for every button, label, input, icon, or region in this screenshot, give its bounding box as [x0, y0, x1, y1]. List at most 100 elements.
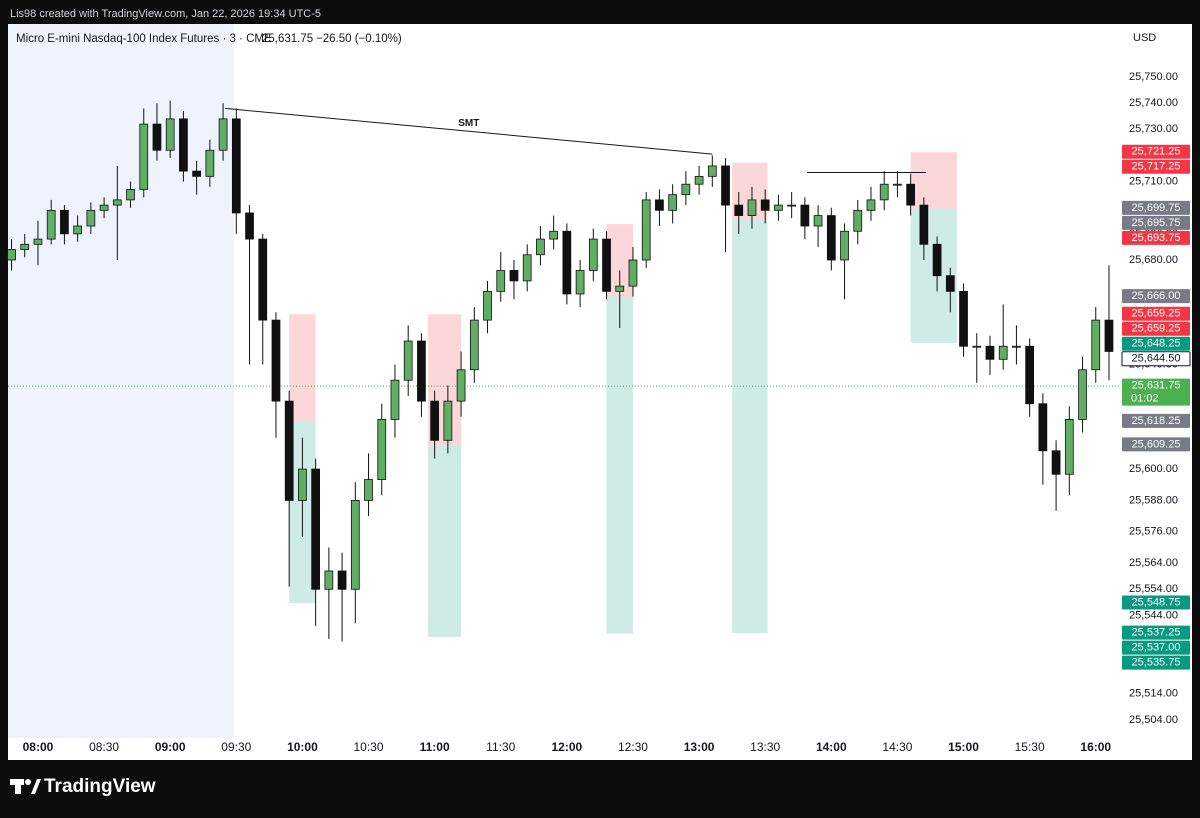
- candle-body: [205, 149, 215, 177]
- y-tick-label: 25,600.00: [1129, 463, 1178, 475]
- extended-session: [8, 24, 234, 738]
- x-tick-label: 14:00: [816, 740, 847, 754]
- candle-body: [826, 215, 836, 261]
- price-tag: [1122, 159, 1190, 174]
- candle-body: [86, 209, 96, 227]
- price-tag-label: 25,717.25: [1132, 161, 1181, 173]
- price-tag-label: 25,537.00: [1132, 641, 1181, 653]
- price-tag-label: 25,693.75: [1132, 232, 1181, 244]
- candle-body: [575, 270, 585, 295]
- x-tick-label: 12:00: [552, 740, 583, 754]
- candle-body: [1064, 419, 1074, 475]
- candle-body: [998, 345, 1008, 360]
- candle-body: [668, 194, 678, 211]
- price-tag: [1122, 321, 1190, 336]
- x-tick-label: 08:30: [89, 740, 119, 754]
- candle-body: [284, 400, 294, 501]
- candle-body: [430, 400, 440, 441]
- position-target-zone: [606, 296, 633, 634]
- price-tag-label: 25,537.25: [1132, 626, 1181, 638]
- candle-body: [417, 340, 426, 402]
- candle-body: [549, 230, 559, 240]
- candle-body: [932, 243, 942, 277]
- price-tag: [1122, 144, 1190, 159]
- x-tick-label: 10:30: [354, 740, 384, 754]
- candle-body: [694, 175, 704, 185]
- price-tag: [1121, 351, 1191, 367]
- x-tick-label: 09:30: [221, 740, 251, 754]
- price-tag: [1122, 625, 1190, 640]
- candle-body: [1078, 369, 1087, 420]
- trendline: [225, 107, 713, 155]
- x-tick-label: 15:30: [1015, 740, 1045, 754]
- price-tag-label: 25,618.25: [1132, 415, 1181, 427]
- price-tag: [1122, 336, 1190, 351]
- candle-body: [509, 270, 519, 282]
- candle-body: [1012, 345, 1021, 348]
- candle-body: [496, 270, 506, 292]
- candle-body: [628, 259, 638, 287]
- candle-body: [231, 118, 241, 214]
- price-tag-label: 25,721.25: [1132, 146, 1181, 158]
- price-tag-label: 25,609.25: [1132, 438, 1181, 450]
- candle-body: [179, 118, 188, 172]
- candle-body: [866, 199, 876, 211]
- position-target-zone: [428, 444, 462, 637]
- x-tick-label: 11:00: [420, 740, 450, 754]
- candle-body: [364, 479, 373, 501]
- price-tag-label: 25,699.75: [1132, 202, 1181, 214]
- countdown: 01:02: [1131, 393, 1159, 405]
- price-tag: [1122, 230, 1190, 245]
- candle-body: [536, 238, 545, 256]
- price-tag: [1122, 655, 1190, 670]
- y-tick-label: 25,504.00: [1129, 714, 1178, 726]
- price-tag: [1122, 437, 1190, 452]
- candle-body: [707, 165, 717, 177]
- brand: TradingView: [44, 776, 156, 797]
- x-tick-label: 16:00: [1080, 740, 1111, 754]
- y-tick-label: 25,554.00: [1129, 583, 1178, 595]
- x-tick-label: 10:00: [287, 740, 318, 754]
- candle-body: [985, 345, 995, 360]
- candle-body: [602, 238, 611, 292]
- candle-body: [945, 275, 955, 292]
- price-tag-label: 25,695.75: [1132, 217, 1181, 229]
- candle-body: [245, 212, 254, 240]
- x-tick-label: 09:00: [155, 740, 186, 754]
- candle-body: [959, 290, 968, 347]
- trendline-label: SMT: [458, 118, 479, 129]
- credit: Lis98 created with TradingView.com, Jan …: [10, 8, 321, 20]
- candle-body: [1038, 403, 1048, 452]
- symbol-title: Micro E-mini Nasdaq-100 Index Futures · …: [16, 33, 272, 45]
- candle-body: [73, 225, 83, 235]
- candle-body: [562, 230, 572, 295]
- candle-body: [1091, 319, 1101, 371]
- header-change: −26.50 (−0.10%): [316, 33, 402, 45]
- candle-body: [1051, 450, 1061, 475]
- candle-body: [1104, 319, 1114, 352]
- candle-body: [734, 204, 744, 216]
- candle-body: [483, 290, 492, 321]
- candle-body: [165, 118, 175, 151]
- position-target-zone: [732, 218, 768, 634]
- candle-body: [99, 204, 109, 211]
- candle-body: [681, 183, 691, 196]
- candle-body: [258, 238, 268, 321]
- price-tag-label: 25,548.75: [1132, 596, 1181, 608]
- candle-body: [906, 183, 916, 206]
- candle-body: [126, 189, 135, 201]
- candle-body: [919, 204, 929, 245]
- price-tag: [1122, 378, 1190, 406]
- x-tick-label: 15:00: [948, 740, 979, 754]
- price-tag: [1122, 306, 1190, 321]
- candle-body: [271, 319, 281, 402]
- y-tick-label: 25,740.00: [1129, 97, 1178, 109]
- candle-body: [879, 183, 889, 201]
- candle-body: [787, 204, 797, 207]
- y-tick-label: 25,576.00: [1129, 526, 1178, 538]
- candle-body: [853, 209, 863, 232]
- price-tag: [1122, 640, 1190, 655]
- candle-body: [760, 199, 770, 211]
